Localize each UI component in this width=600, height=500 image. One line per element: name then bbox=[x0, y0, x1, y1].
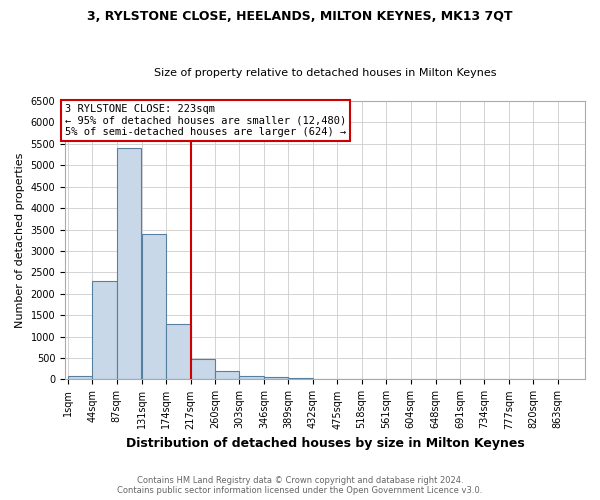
Bar bbox=[239, 376, 264, 380]
Title: Size of property relative to detached houses in Milton Keynes: Size of property relative to detached ho… bbox=[154, 68, 496, 78]
Bar bbox=[289, 378, 313, 380]
Text: 3 RYLSTONE CLOSE: 223sqm
← 95% of detached houses are smaller (12,480)
5% of sem: 3 RYLSTONE CLOSE: 223sqm ← 95% of detach… bbox=[65, 104, 346, 137]
Bar bbox=[264, 377, 289, 380]
Y-axis label: Number of detached properties: Number of detached properties bbox=[15, 152, 25, 328]
Bar bbox=[215, 371, 239, 380]
Text: 3, RYLSTONE CLOSE, HEELANDS, MILTON KEYNES, MK13 7QT: 3, RYLSTONE CLOSE, HEELANDS, MILTON KEYN… bbox=[87, 10, 513, 23]
Bar bbox=[68, 376, 92, 380]
Bar bbox=[166, 324, 191, 380]
X-axis label: Distribution of detached houses by size in Milton Keynes: Distribution of detached houses by size … bbox=[125, 437, 524, 450]
Text: Contains HM Land Registry data © Crown copyright and database right 2024.
Contai: Contains HM Land Registry data © Crown c… bbox=[118, 476, 482, 495]
Bar bbox=[92, 281, 117, 380]
Bar bbox=[142, 234, 166, 380]
Bar bbox=[191, 360, 215, 380]
Bar bbox=[117, 148, 141, 380]
